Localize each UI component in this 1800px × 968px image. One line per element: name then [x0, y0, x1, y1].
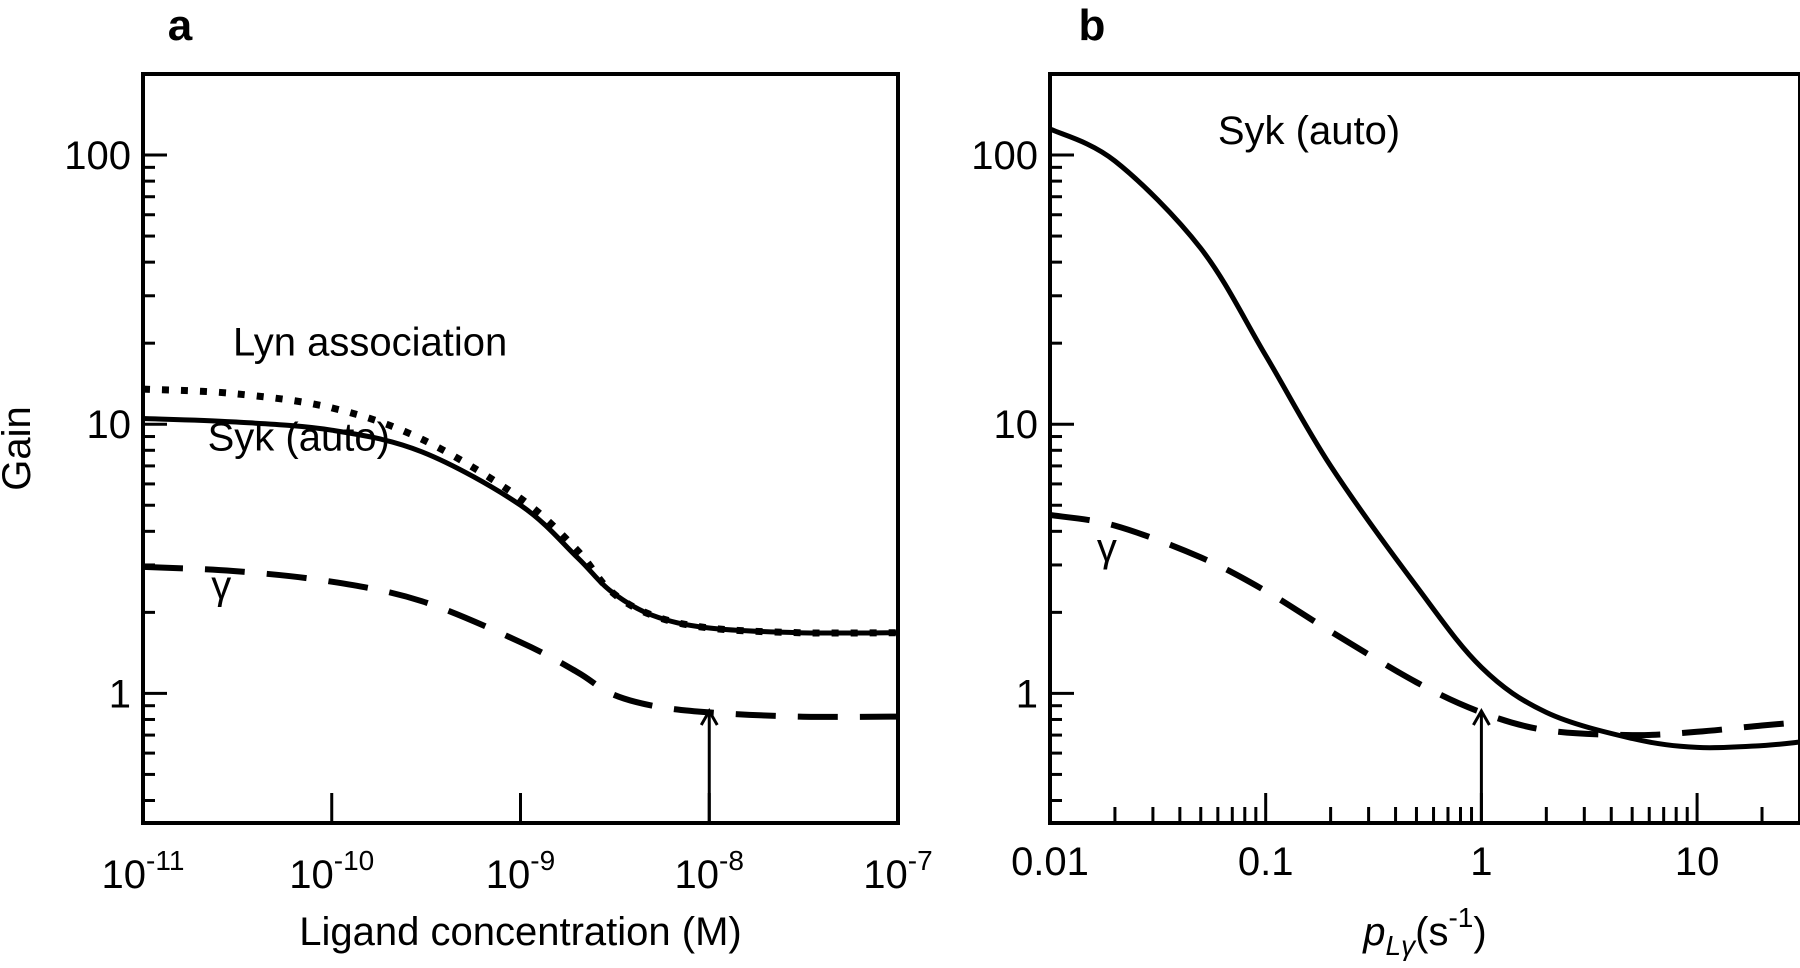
curve-label: Syk (auto): [208, 415, 390, 459]
series-line-dashed: [1050, 512, 1800, 739]
y-tick-label: 10: [87, 403, 132, 447]
x-tick-label: 10-7: [863, 845, 932, 897]
x-tick-label: 10: [1675, 840, 1720, 884]
y-tick-label: 10: [994, 403, 1039, 447]
arrow-head: [699, 707, 719, 726]
plot-frame: [1048, 72, 1800, 825]
panel-letter: b: [1079, 1, 1106, 50]
x-axis-title: pLγ(s-1): [1362, 902, 1486, 961]
arrow-head: [1472, 707, 1491, 726]
x-tick-label: 10-8: [675, 845, 744, 897]
x-tick-label: 0.01: [1011, 840, 1089, 884]
x-tick-label: 10-9: [486, 845, 555, 897]
x-tick-label: 10-10: [289, 845, 374, 897]
x-tick-label: 1: [1470, 840, 1492, 884]
series-line-solid: [143, 416, 898, 636]
series-line-dashed: [143, 563, 898, 720]
y-tick-label: 100: [971, 134, 1038, 178]
y-tick-label: 100: [64, 134, 131, 178]
x-axis-title: Ligand concentration (M): [299, 910, 741, 954]
panel-letter: a: [168, 1, 193, 50]
panel-a: a 100 10 1 Gain 10-11 10-10 10-9 10-8 10-7 Ligand …: [0, 1, 933, 954]
y-tick-label: 1: [109, 672, 131, 716]
x-tick-label: 10-11: [102, 845, 185, 897]
series-line-solid: [1050, 126, 1800, 751]
curve-label: γ: [211, 564, 231, 608]
curve-label: Lyn association: [233, 320, 507, 364]
y-axis-title: Gain: [0, 406, 39, 491]
y-tick-label: 1: [1016, 672, 1038, 716]
curve-label: Syk (auto): [1218, 109, 1400, 153]
curve-label: γ: [1097, 526, 1117, 570]
panel-b: b 100 10 1 0.01 0.1 1 10 pLγ(s-1) Syk (auto) γ: [971, 1, 1800, 961]
x-tick-label: 0.1: [1238, 840, 1294, 884]
